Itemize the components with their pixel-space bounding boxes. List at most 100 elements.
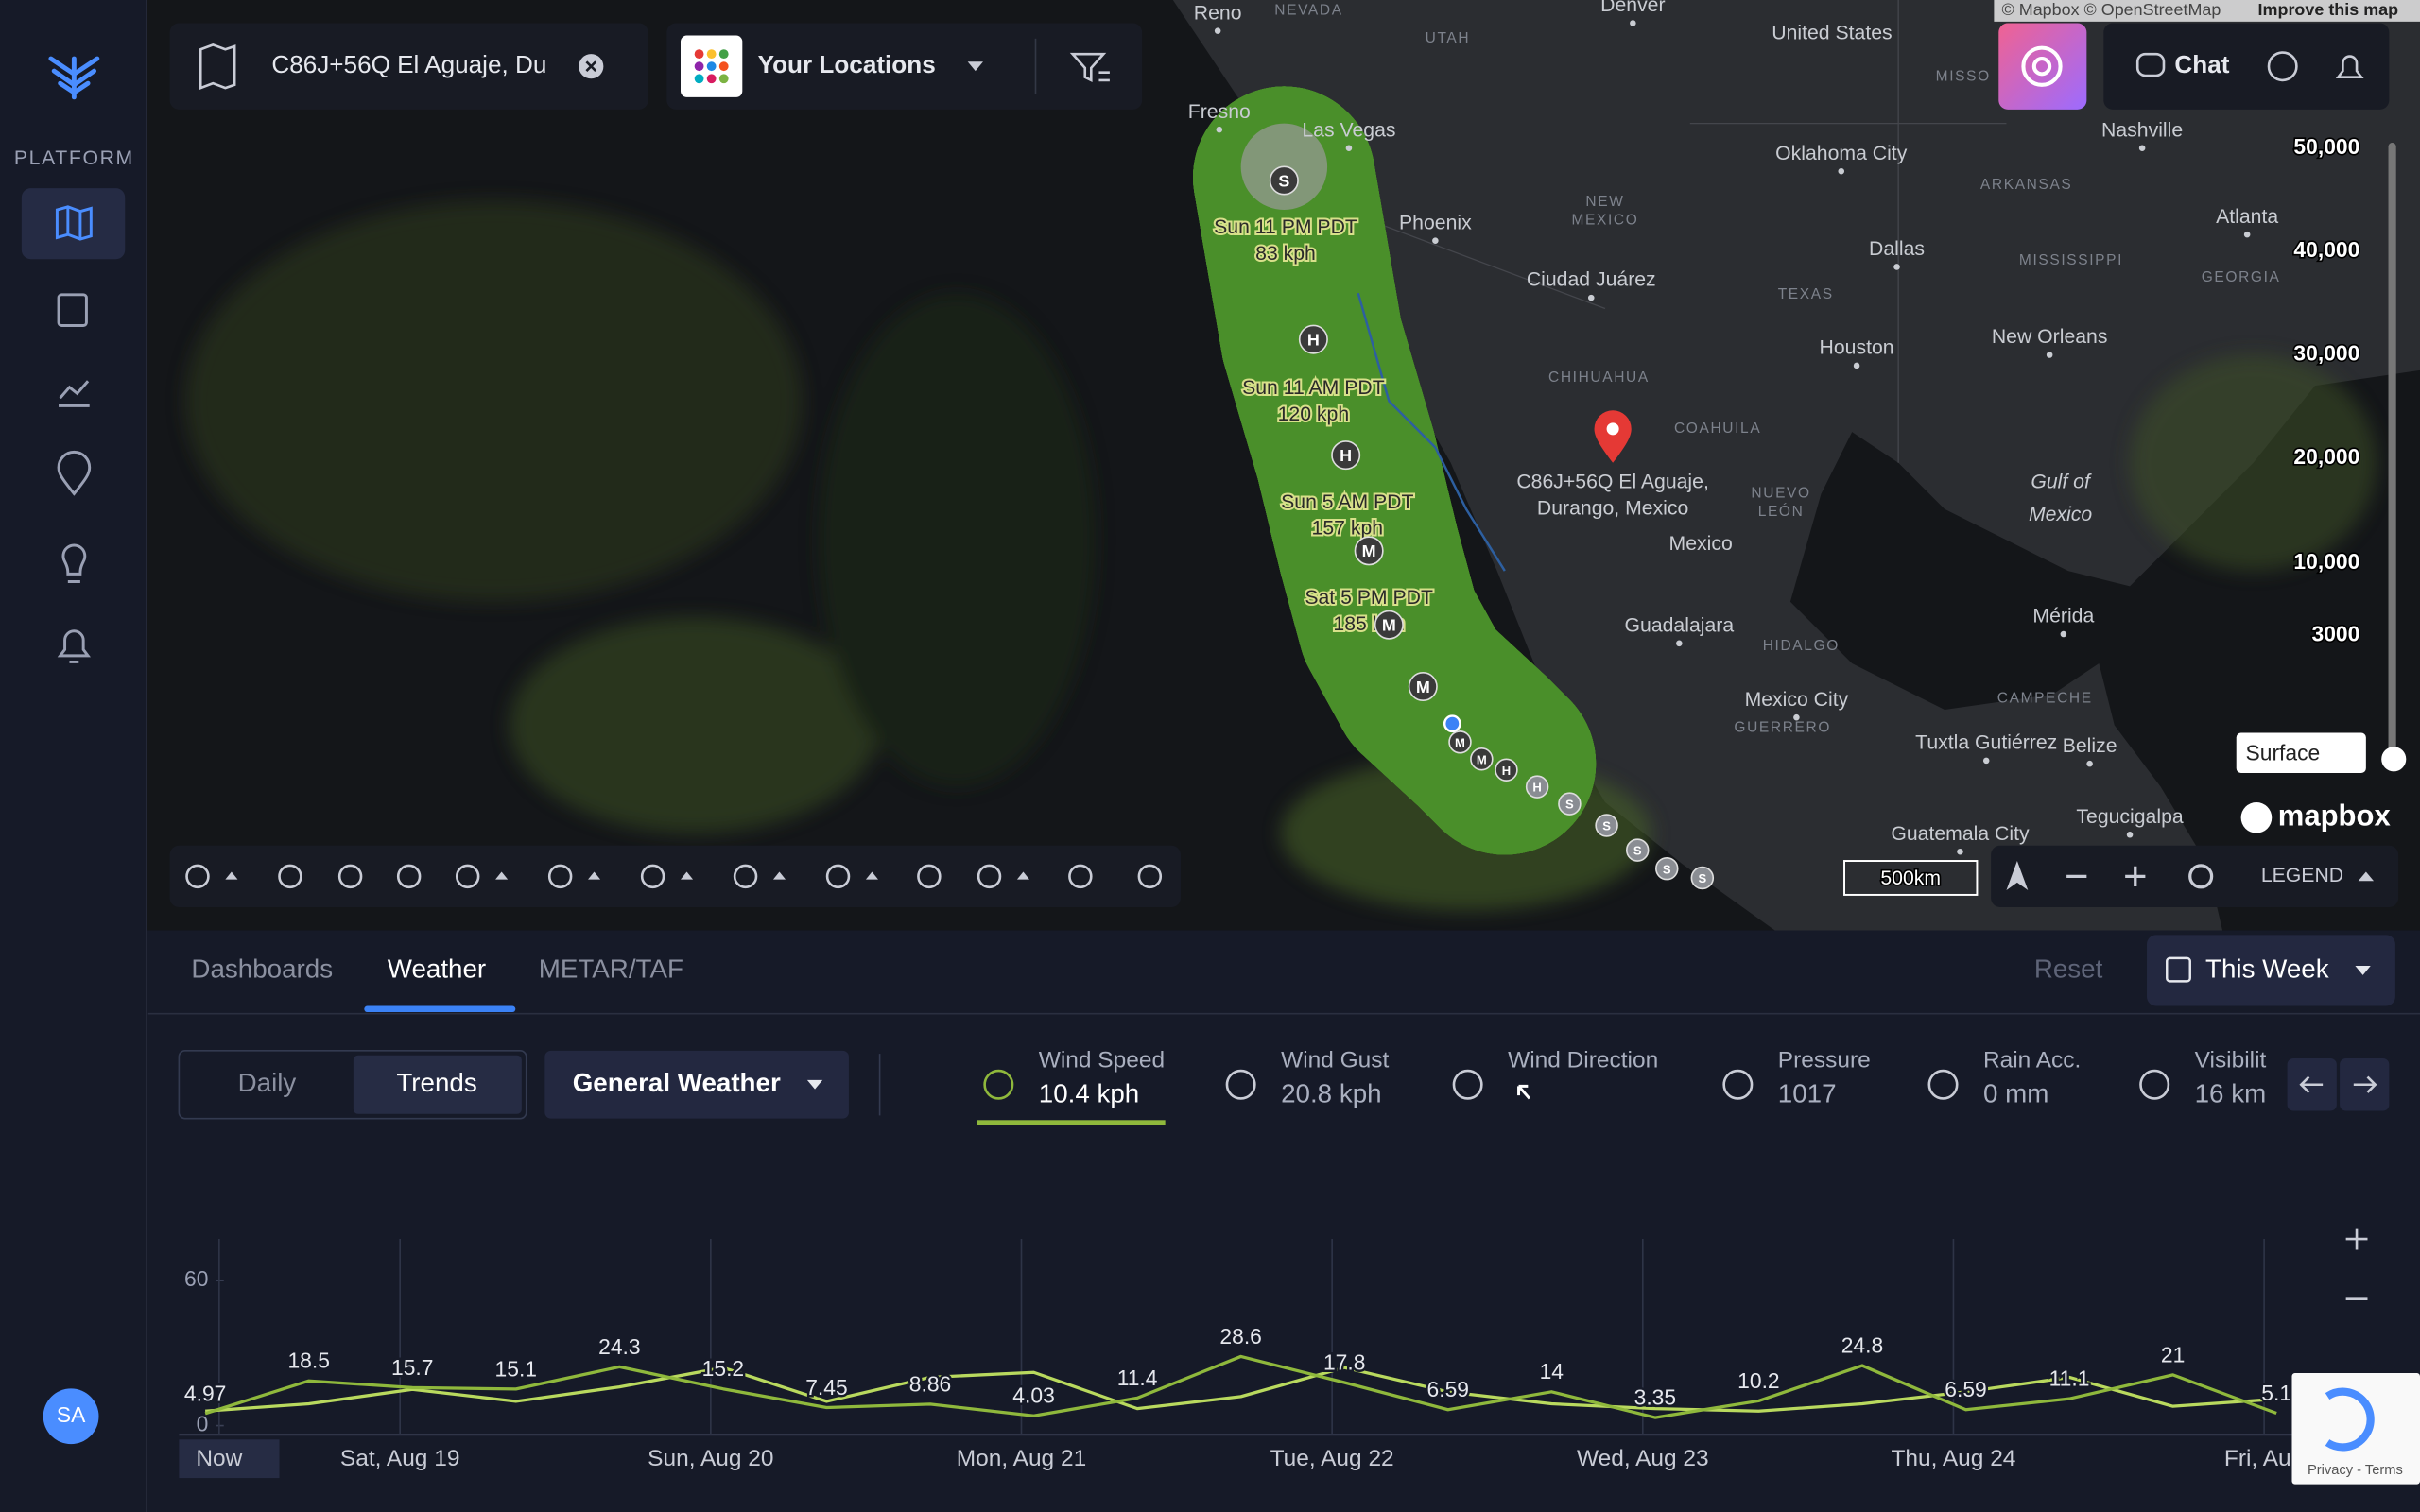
layer-tool[interactable]	[825, 864, 851, 889]
improve-link[interactable]: Improve this map	[2258, 0, 2399, 19]
tab[interactable]: Dashboards	[191, 954, 333, 983]
zoom-in[interactable]	[2125, 866, 2146, 886]
state-label: HIDALGO	[1763, 638, 1840, 654]
nav-reports[interactable]	[57, 293, 88, 327]
reset-button[interactable]: Reset	[2034, 954, 2103, 983]
toggle-option-active[interactable]: Trends	[396, 1068, 476, 1097]
legend-button[interactable]: LEGEND	[2261, 865, 2343, 886]
filter-button[interactable]	[1069, 52, 1110, 83]
layer-tool[interactable]	[1137, 864, 1163, 889]
range-select[interactable]	[2147, 935, 2395, 1006]
track-marker-label: S	[1698, 871, 1706, 885]
value-label: 24.3	[598, 1334, 640, 1359]
layer-tool[interactable]	[278, 864, 302, 889]
storm-label: Sat 5 PM PDT	[1305, 587, 1433, 609]
calendar-icon	[2166, 956, 2191, 983]
layer-tool[interactable]	[640, 864, 666, 889]
track-marker	[1269, 165, 1299, 196]
locations-label[interactable]: Your Locations	[758, 50, 936, 78]
section-label: PLATFORM	[14, 147, 134, 169]
value-label: 17.8	[1323, 1349, 1365, 1374]
tool-caret	[1016, 871, 1029, 880]
layer-tool[interactable]	[337, 864, 363, 889]
map-controls	[1991, 845, 2399, 907]
tab[interactable]: METAR/TAF	[539, 954, 683, 983]
range-caret	[2355, 966, 2371, 975]
place-label: Phoenix	[1399, 212, 1472, 233]
city-dot	[2138, 145, 2146, 151]
assistant-button[interactable]	[1998, 23, 2087, 110]
layer-tools	[185, 864, 1163, 889]
chat-button[interactable]: Chat	[2174, 50, 2229, 78]
layer-tool[interactable]	[185, 864, 210, 889]
state-label: NUEVO	[1751, 486, 1810, 502]
storm-label: 157 kph	[1312, 518, 1384, 540]
nav-alerts[interactable]	[57, 629, 91, 663]
toggle-option[interactable]: Daily	[238, 1068, 297, 1097]
help-button[interactable]	[2267, 51, 2298, 82]
value-label: 3.35	[1634, 1384, 1676, 1409]
avatar[interactable]	[43, 1388, 99, 1445]
locations-box[interactable]	[666, 23, 1143, 110]
compass-button[interactable]	[2006, 861, 2029, 891]
value-label: 6.59	[1945, 1377, 1986, 1401]
layer-tool[interactable]	[455, 864, 480, 889]
now-badge	[179, 1439, 280, 1479]
chat-icon	[2135, 52, 2166, 77]
value-label: 15.7	[391, 1355, 433, 1380]
metric-name[interactable]: Wind Speed	[1039, 1048, 1165, 1074]
notifications-button[interactable]	[2335, 55, 2364, 78]
layer-tool[interactable]	[977, 864, 1002, 889]
track-marker-label: S	[1634, 844, 1642, 858]
apps-icon	[694, 49, 729, 84]
altitude-scale: 50,000 40,000 30,000 20,000 10,000 3000	[2292, 132, 2361, 647]
scale-bar	[1843, 860, 1979, 896]
track-marker	[1525, 775, 1549, 799]
place-label: Belize	[2063, 735, 2118, 757]
layer-tool[interactable]	[917, 864, 942, 889]
value-label: 15.1	[495, 1356, 537, 1381]
search-box[interactable]	[169, 23, 648, 110]
place-label: United States	[1772, 23, 1892, 44]
altitude-handle[interactable]	[2381, 747, 2407, 772]
storm-label: Sun 5 AM PDT	[1281, 491, 1413, 513]
value-label: 21	[2161, 1342, 2185, 1366]
metric-name[interactable]: Wind Direction	[1508, 1048, 1658, 1074]
track-marker	[1690, 866, 1715, 890]
settings-button[interactable]	[2188, 864, 2214, 889]
metric-name[interactable]: Visibilit	[2195, 1048, 2267, 1074]
state-label: COAHUILA	[1674, 421, 1761, 437]
search-query[interactable]: C86J+56Q El Aguaje, Du	[271, 50, 546, 78]
place-label: Gulf of	[2031, 472, 2092, 493]
chart-zoom-in[interactable]	[2345, 1228, 2368, 1250]
layer-tool[interactable]	[1068, 864, 1093, 889]
place-label: Denver	[1600, 0, 1665, 16]
track-marker-label: M	[1362, 541, 1376, 560]
preset-select[interactable]	[544, 1050, 849, 1119]
layer-tool[interactable]	[396, 864, 422, 889]
nav-map[interactable]	[55, 205, 93, 241]
tool-caret	[772, 871, 786, 880]
metric-name[interactable]: Rain Acc.	[1983, 1048, 2081, 1074]
location-pin[interactable]	[1594, 410, 1632, 463]
metric-value: 20.8 kph	[1281, 1079, 1381, 1108]
nav-locations[interactable]	[57, 450, 92, 496]
layer-tool[interactable]	[733, 864, 758, 889]
recaptcha[interactable]	[2291, 1373, 2420, 1485]
nav-trends[interactable]	[59, 380, 90, 407]
city-dot	[1214, 27, 1221, 34]
metric-name[interactable]: Pressure	[1778, 1048, 1871, 1074]
city-dot	[2060, 630, 2067, 638]
state-label: ARKANSAS	[1980, 177, 2072, 193]
nav-insights[interactable]	[61, 543, 87, 583]
recaptcha-terms[interactable]: Privacy - Terms	[2308, 1463, 2403, 1478]
metric-name[interactable]: Wind Gust	[1281, 1048, 1389, 1074]
altitude-label: 10,000	[2293, 549, 2360, 574]
tab-active[interactable]: Weather	[388, 954, 486, 983]
pin-label: C86J+56Q El Aguaje,	[1516, 472, 1708, 493]
track-marker-label: M	[1416, 678, 1430, 696]
layer-tool[interactable]	[547, 864, 573, 889]
logo[interactable]	[48, 56, 100, 100]
map[interactable]: Reno NEVADA UTAH Denver United States MISSO Fr…	[147, 0, 2420, 931]
